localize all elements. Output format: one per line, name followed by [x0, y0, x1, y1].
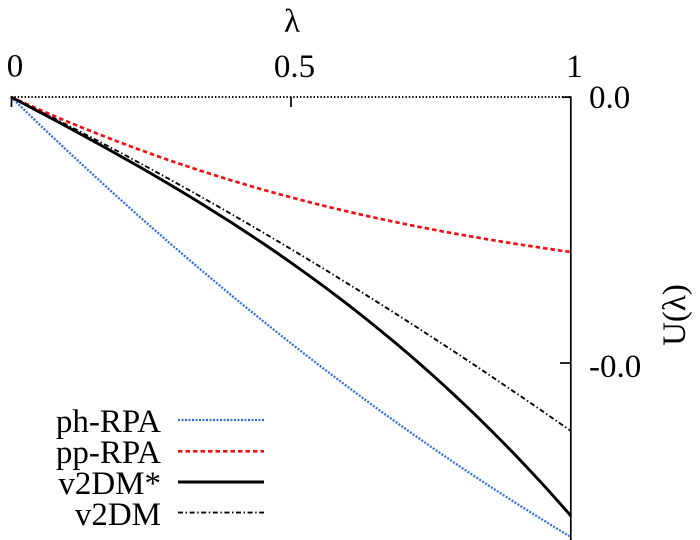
- svg-text:v2DM*: v2DM*: [58, 466, 161, 502]
- svg-text:1: 1: [566, 49, 583, 85]
- svg-text:0.0: 0.0: [589, 80, 630, 116]
- svg-text:0: 0: [7, 49, 24, 85]
- svg-text:pp-RPA: pp-RPA: [56, 435, 161, 471]
- svg-text:0.5: 0.5: [274, 49, 315, 85]
- svg-text:v2DM: v2DM: [75, 497, 161, 533]
- svg-text:-0.0: -0.0: [589, 349, 641, 385]
- svg-text:ph-RPA: ph-RPA: [56, 404, 161, 440]
- svg-text:U(λ): U(λ): [657, 284, 693, 346]
- svg-text:λ: λ: [284, 4, 300, 40]
